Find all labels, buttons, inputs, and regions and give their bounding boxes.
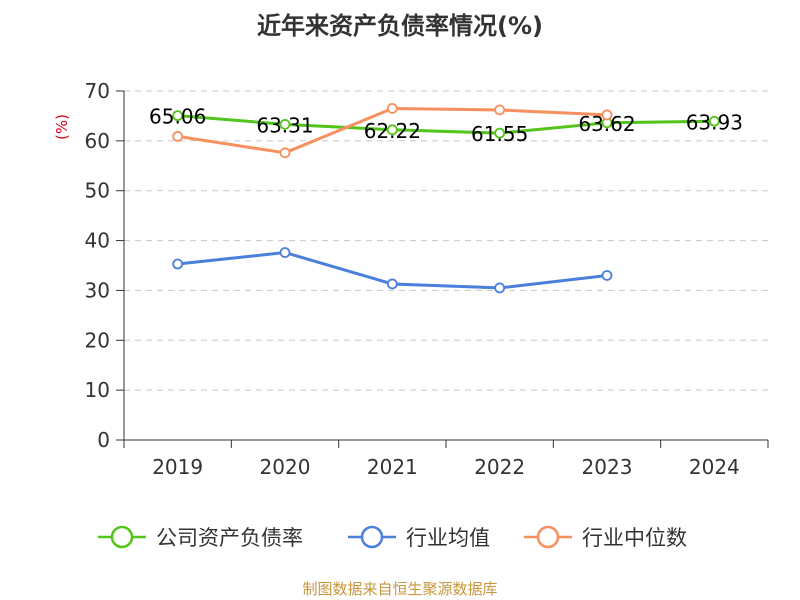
- point-s1-2019: [172, 258, 184, 270]
- y-axis-label: (%): [53, 114, 71, 140]
- point-s2-2023: [601, 109, 613, 121]
- y-tick-label-40: 40: [85, 229, 110, 253]
- data-label-2022: 61.55: [471, 122, 528, 146]
- point-s1-2023: [601, 270, 613, 281]
- legend-label-0: 公司资产负债率: [156, 526, 303, 550]
- legend-label-1: 行业均值: [406, 526, 490, 550]
- x-tick-label-2021: 2021: [367, 455, 418, 479]
- chart-title: 近年来资产负债率情况(%): [257, 12, 543, 40]
- legend-marker-1: [360, 525, 384, 549]
- grid-lines: [124, 90, 768, 391]
- point-s0-2022: [494, 127, 506, 139]
- x-tick-label-2023: 2023: [582, 455, 633, 479]
- data-label-2021: 62.22: [364, 119, 421, 143]
- y-tick-label-30: 30: [85, 278, 110, 302]
- point-s1-2022: [494, 282, 506, 294]
- data-label-2020: 63.31: [256, 113, 313, 137]
- legend-marker-2: [536, 525, 560, 549]
- data-labels: 65.06 63.31 62.22 61.55 63.62 63.93: [149, 105, 743, 146]
- y-tick-label-60: 60: [85, 129, 110, 153]
- point-s2-2021: [386, 103, 398, 114]
- legend-label-2: 行业中位数: [582, 526, 687, 550]
- y-tick-label-50: 50: [85, 179, 110, 203]
- data-label-2023: 63.62: [578, 112, 635, 136]
- point-s2-2020: [279, 147, 291, 159]
- x-tick-label-2022: 2022: [474, 455, 525, 479]
- y-tick-label-70: 70: [85, 79, 110, 103]
- legend-marker-0: [110, 525, 134, 549]
- point-s1-2021: [386, 278, 398, 290]
- y-tick-label-0: 0: [97, 428, 110, 452]
- x-tick-label-2019: 2019: [152, 455, 203, 479]
- source-note: 制图数据来自恒生聚源数据库: [302, 580, 497, 598]
- point-s0-2020: [279, 118, 291, 130]
- point-s0-2019: [172, 110, 184, 122]
- data-label-2024: 63.93: [686, 110, 743, 134]
- x-tick-label-2024: 2024: [689, 455, 740, 479]
- y-tick-label-20: 20: [85, 328, 110, 352]
- point-s2-2019: [172, 130, 184, 142]
- point-s0-2021: [386, 124, 398, 136]
- y-tick-label-10: 10: [85, 378, 110, 402]
- x-tick-label-2020: 2020: [260, 455, 311, 479]
- data-label-2019: 65.06: [149, 105, 206, 129]
- legend: 公司资产负债率 行业均值 行业中位数: [98, 525, 687, 550]
- point-s0-2024: [708, 115, 720, 127]
- point-s2-2022: [494, 104, 506, 116]
- point-s1-2020: [279, 247, 291, 258]
- series-line-0: [177, 114, 715, 135]
- axes: 0 10 20 30 40 50 60 70 2019 2020 2021 2022 2023 2024: [85, 79, 769, 479]
- series-lines: [172, 103, 720, 294]
